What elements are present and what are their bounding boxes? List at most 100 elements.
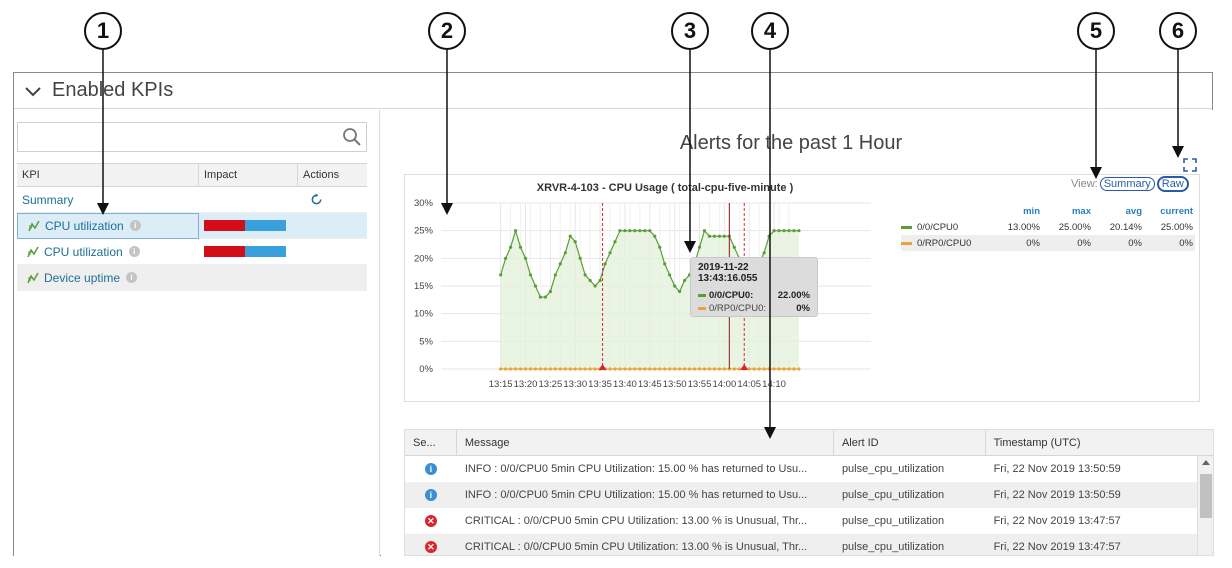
y-tick-label: 0% <box>419 364 433 375</box>
data-point <box>712 234 717 238</box>
tooltip-series-value: 0% <box>796 303 810 314</box>
kpi-row-cpu-utilization[interactable]: CPU utilization i <box>17 212 367 239</box>
column-header-actions[interactable]: Actions <box>303 169 340 181</box>
kpi-row-summary[interactable]: Summary <box>17 187 367 213</box>
stats-header-current: current <box>1160 205 1193 217</box>
scroll-thumb[interactable] <box>1200 474 1212 518</box>
kpi-label[interactable]: CPU utilization <box>44 244 123 259</box>
data-point <box>533 367 538 371</box>
table-row[interactable]: ✕ CRITICAL : 0/0/CPU0 5min CPU Utilizati… <box>405 534 1213 555</box>
kpi-type-icon <box>27 246 39 257</box>
data-point <box>583 273 587 277</box>
data-point <box>568 234 572 238</box>
data-point <box>543 367 547 371</box>
x-tick-label: 13:50 <box>663 379 687 390</box>
impact-bar-red <box>204 246 245 257</box>
view-raw-button[interactable]: Raw <box>1156 176 1189 192</box>
legend-series-name[interactable]: 0/0/CPU0 <box>917 221 959 233</box>
data-point <box>687 367 692 371</box>
search-input[interactable] <box>18 123 328 151</box>
tooltip-row: 0/RP0/CPU0: 0% <box>698 303 810 314</box>
view-label: View: <box>1071 178 1098 190</box>
x-tick-label: 13:45 <box>638 379 662 390</box>
alert-message: CRITICAL : 0/0/CPU0 5min CPU Utilization… <box>464 541 808 553</box>
column-header-impact[interactable]: Impact <box>199 164 298 186</box>
data-point <box>797 229 801 233</box>
data-point <box>678 289 682 294</box>
chevron-down-icon[interactable] <box>24 82 42 100</box>
data-point <box>712 367 717 371</box>
callout-3: 3 <box>671 12 709 50</box>
legend-series-name[interactable]: 0/RP0/CPU0 <box>917 237 972 249</box>
data-point <box>648 229 652 233</box>
y-tick-label: 10% <box>414 309 434 320</box>
data-point <box>772 229 776 233</box>
kpi-label[interactable]: CPU utilization <box>45 218 124 233</box>
column-header-kpi[interactable]: KPI <box>17 164 199 186</box>
kpi-row-cpu-utilization[interactable]: CPU utilization i <box>17 239 367 265</box>
data-point <box>722 234 726 238</box>
x-tick-label: 14:00 <box>712 379 736 390</box>
info-icon: i <box>424 489 437 501</box>
data-point <box>717 234 721 238</box>
scroll-up-arrow[interactable] <box>1202 460 1210 465</box>
stat-current: 0% <box>1179 237 1193 249</box>
view-toggle: View: Summary Raw <box>1071 176 1189 192</box>
data-point <box>697 245 702 249</box>
info-icon[interactable]: i <box>129 220 141 231</box>
info-icon[interactable]: i <box>128 246 140 257</box>
alerts-title: Alerts for the past 1 Hour <box>679 132 903 154</box>
data-point <box>682 367 687 371</box>
table-row[interactable]: ✕ CRITICAL : 0/0/CPU0 5min CPU Utilizati… <box>405 508 1213 534</box>
column-header-message[interactable]: Message <box>457 430 834 455</box>
legend-item-rp0-cpu0[interactable]: 0/RP0/CPU0 0% 0% 0% 0% <box>901 235 1195 251</box>
panel-header[interactable]: Enabled KPIs <box>14 73 1212 109</box>
data-point <box>767 234 771 238</box>
view-summary-button[interactable]: Summary <box>1099 177 1155 191</box>
refresh-icon[interactable] <box>310 193 323 206</box>
y-tick-label: 5% <box>419 336 433 347</box>
info-icon[interactable]: i <box>126 272 138 283</box>
data-point <box>782 367 786 371</box>
column-header-timestamp[interactable]: Timestamp (UTC) <box>993 436 1081 449</box>
impact-bar-blue <box>245 220 286 231</box>
y-tick-label: 20% <box>414 253 434 264</box>
table-scrollbar[interactable] <box>1197 456 1213 555</box>
data-point <box>697 367 702 371</box>
kpi-label[interactable]: Device uptime <box>44 270 121 285</box>
table-row[interactable]: i INFO : 0/0/CPU0 5min CPU Utilization: … <box>405 482 1213 508</box>
data-point <box>603 262 607 266</box>
search-icon[interactable] <box>342 127 362 147</box>
data-point <box>792 367 796 371</box>
column-header-severity[interactable]: Se... <box>405 430 457 455</box>
data-point <box>578 256 582 260</box>
data-point <box>548 289 552 294</box>
stats-header-min: min <box>1023 205 1040 217</box>
table-row[interactable]: i INFO : 0/0/CPU0 5min CPU Utilization: … <box>405 456 1213 482</box>
data-point <box>613 240 617 244</box>
x-tick-label: 14:05 <box>737 379 761 390</box>
data-point <box>628 367 632 371</box>
data-point <box>513 229 518 233</box>
data-point <box>762 367 766 371</box>
kpi-label[interactable]: Summary <box>22 192 74 207</box>
column-header-alert-id[interactable]: Alert ID <box>834 430 986 455</box>
alert-id: pulse_cpu_utilization <box>841 515 945 527</box>
data-point <box>578 367 582 371</box>
kpi-row-device-uptime[interactable]: Device uptime i <box>17 265 367 291</box>
expand-icon[interactable] <box>1183 158 1197 172</box>
data-point <box>583 367 587 371</box>
data-point <box>678 367 682 371</box>
alert-message: INFO : 0/0/CPU0 5min CPU Utilization: 15… <box>464 463 808 475</box>
data-point <box>668 367 672 371</box>
data-point <box>573 367 577 371</box>
alert-timestamp: Fri, 22 Nov 2019 13:50:59 <box>993 463 1121 475</box>
x-tick-label: 14:10 <box>762 379 786 390</box>
data-point <box>558 367 562 371</box>
tooltip-series-name: 0/RP0/CPU0: <box>709 303 767 314</box>
legend-item-cpu0[interactable]: 0/0/CPU0 13.00% 25.00% 20.14% 25.00% <box>901 219 1195 235</box>
tooltip-series-value: 22.00% <box>777 290 810 301</box>
critical-icon: ✕ <box>424 515 437 527</box>
tooltip-series-name: 0/0/CPU0: <box>709 290 754 301</box>
stat-avg: 20.14% <box>1109 221 1142 233</box>
